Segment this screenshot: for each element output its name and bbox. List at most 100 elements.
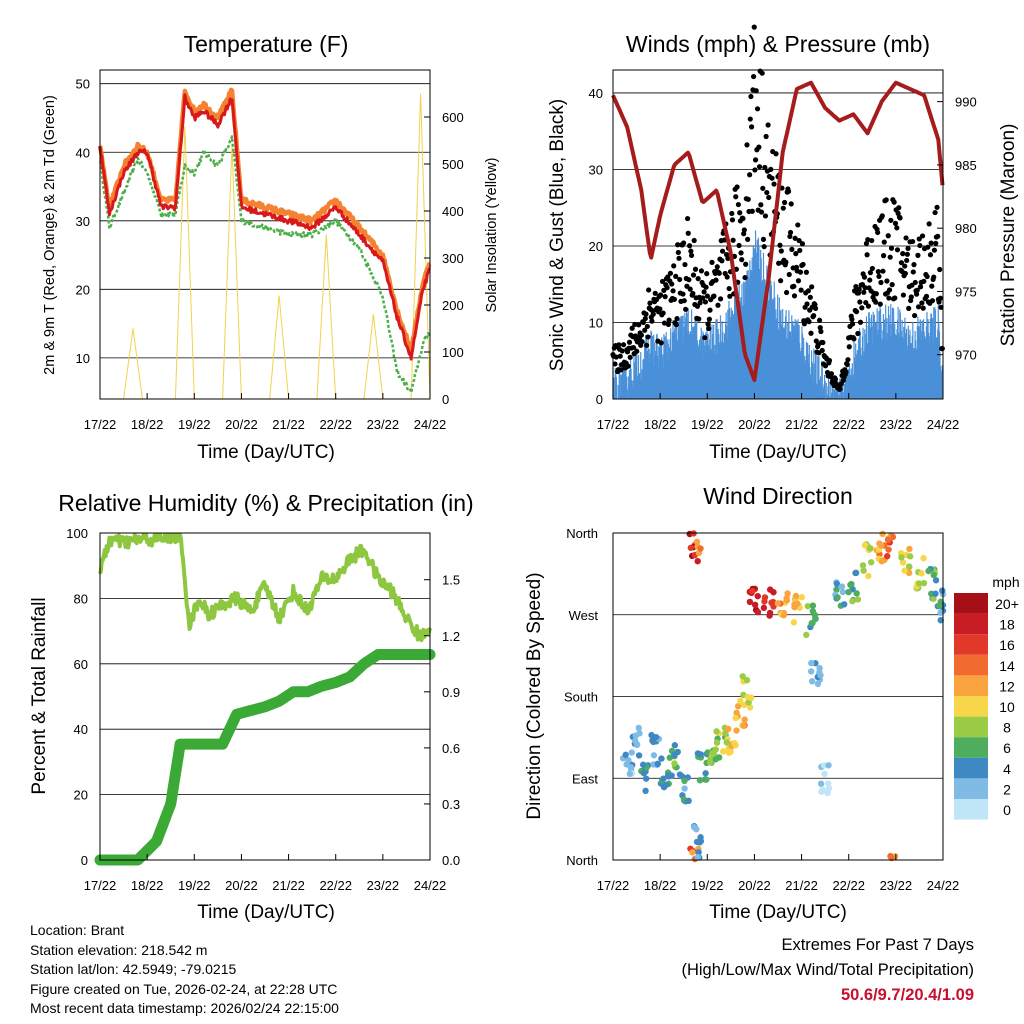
direction-point	[920, 579, 928, 587]
gust-point	[888, 217, 894, 223]
temperature-xtick-label: 21/22	[272, 417, 305, 432]
direction-point	[639, 761, 647, 768]
temperature-ytick-right: 0	[442, 392, 449, 407]
gust-point	[915, 304, 922, 310]
gust-point	[849, 316, 855, 322]
direction-point	[754, 608, 762, 616]
gust-point	[719, 248, 726, 254]
gust-point	[855, 330, 861, 337]
gust-point	[805, 288, 811, 294]
direction-point	[930, 595, 937, 602]
gust-point	[780, 205, 786, 211]
direction-xtick-label: 18/22	[644, 878, 677, 893]
direction-point	[628, 749, 635, 756]
direction-point	[687, 544, 695, 551]
gust-point	[688, 248, 694, 254]
direction-point	[936, 602, 943, 610]
gust-point	[832, 376, 839, 382]
direction-ylabel: Direction (Colored By Speed)	[524, 572, 545, 819]
temperature-xtick-label: 17/22	[84, 417, 117, 432]
direction-ytick-west: West	[569, 608, 599, 623]
gust-point	[818, 328, 824, 335]
gust-point	[768, 166, 774, 172]
gust-point	[857, 319, 864, 325]
gust-point	[763, 133, 769, 140]
gust-point	[878, 279, 884, 286]
gust-point	[894, 247, 901, 253]
gust-point	[697, 300, 703, 306]
gust-point	[704, 293, 710, 299]
gust-point	[875, 269, 881, 275]
direction-point	[833, 580, 841, 588]
gust-point	[744, 142, 750, 148]
legend-swatch	[954, 757, 988, 779]
legend-label: 14	[999, 658, 1015, 674]
direction-point	[694, 853, 701, 861]
winds-panel: Winds (mph) & Pressure (mb) 0 10 20 30 40 970…	[547, 24, 1019, 463]
direction-point	[660, 775, 667, 782]
winds-xtick-label: 23/22	[880, 417, 913, 432]
direction-point	[732, 714, 739, 722]
extremes-values: 50.6/9.7/20.4/1.09	[840, 986, 974, 1004]
gust-point	[881, 253, 887, 259]
gust-point	[886, 295, 892, 301]
direction-point	[925, 567, 932, 575]
gust-point	[908, 294, 914, 300]
gust-point	[807, 294, 813, 300]
gust-point	[664, 285, 670, 291]
gust-point	[674, 315, 680, 322]
direction-point	[930, 571, 937, 579]
direction-point	[650, 738, 657, 746]
direction-xtick-label: 22/22	[832, 878, 865, 893]
gust-point	[786, 271, 792, 278]
direction-point	[709, 750, 716, 757]
gust-point	[808, 330, 814, 336]
direction-point	[884, 552, 891, 560]
gust-point	[681, 298, 687, 304]
humidity-xlabel: Time (Day/UTC)	[197, 902, 335, 923]
direction-point	[671, 751, 678, 759]
direction-point	[859, 562, 867, 569]
legend-label: 2	[1003, 781, 1011, 797]
gust-point	[813, 305, 819, 312]
gust-point	[739, 257, 745, 263]
gust-point	[670, 288, 676, 294]
humidity-ytick-right: 0.9	[442, 685, 460, 700]
direction-point	[734, 703, 742, 710]
direction-point	[720, 748, 727, 755]
gust-point	[925, 244, 931, 250]
gust-point	[937, 295, 943, 301]
direction-point	[696, 777, 704, 784]
gust-point	[928, 240, 934, 246]
gust-point	[747, 172, 753, 178]
gust-point	[861, 289, 867, 295]
gust-point	[682, 261, 688, 268]
winds-ytick-right: 980	[955, 221, 977, 236]
temperature-frame	[99, 69, 431, 400]
direction-point	[849, 597, 856, 605]
direction-point	[932, 590, 939, 597]
gust-point	[923, 293, 930, 299]
direction-point	[808, 620, 815, 627]
direction-point	[825, 762, 832, 769]
gust-point	[762, 213, 769, 219]
temperature-ytick-left: 40	[76, 145, 90, 160]
gust-point	[756, 164, 763, 170]
gust-point	[671, 296, 677, 302]
gust-point	[716, 270, 722, 276]
gust-point	[736, 242, 742, 249]
gust-point	[666, 317, 672, 323]
gust-point	[644, 342, 650, 348]
humidity-ytick-left: 60	[74, 657, 88, 672]
gust-point	[698, 268, 705, 274]
gust-point	[751, 24, 757, 30]
total-rainfall-line	[94, 649, 436, 866]
gust-point	[791, 293, 798, 299]
gust-point	[926, 221, 932, 227]
gust-point	[707, 307, 713, 313]
winds-xtick-label: 21/22	[785, 417, 818, 432]
direction-point	[695, 849, 702, 856]
winds-ytick-left: 30	[589, 162, 603, 177]
gust-point	[788, 201, 794, 207]
